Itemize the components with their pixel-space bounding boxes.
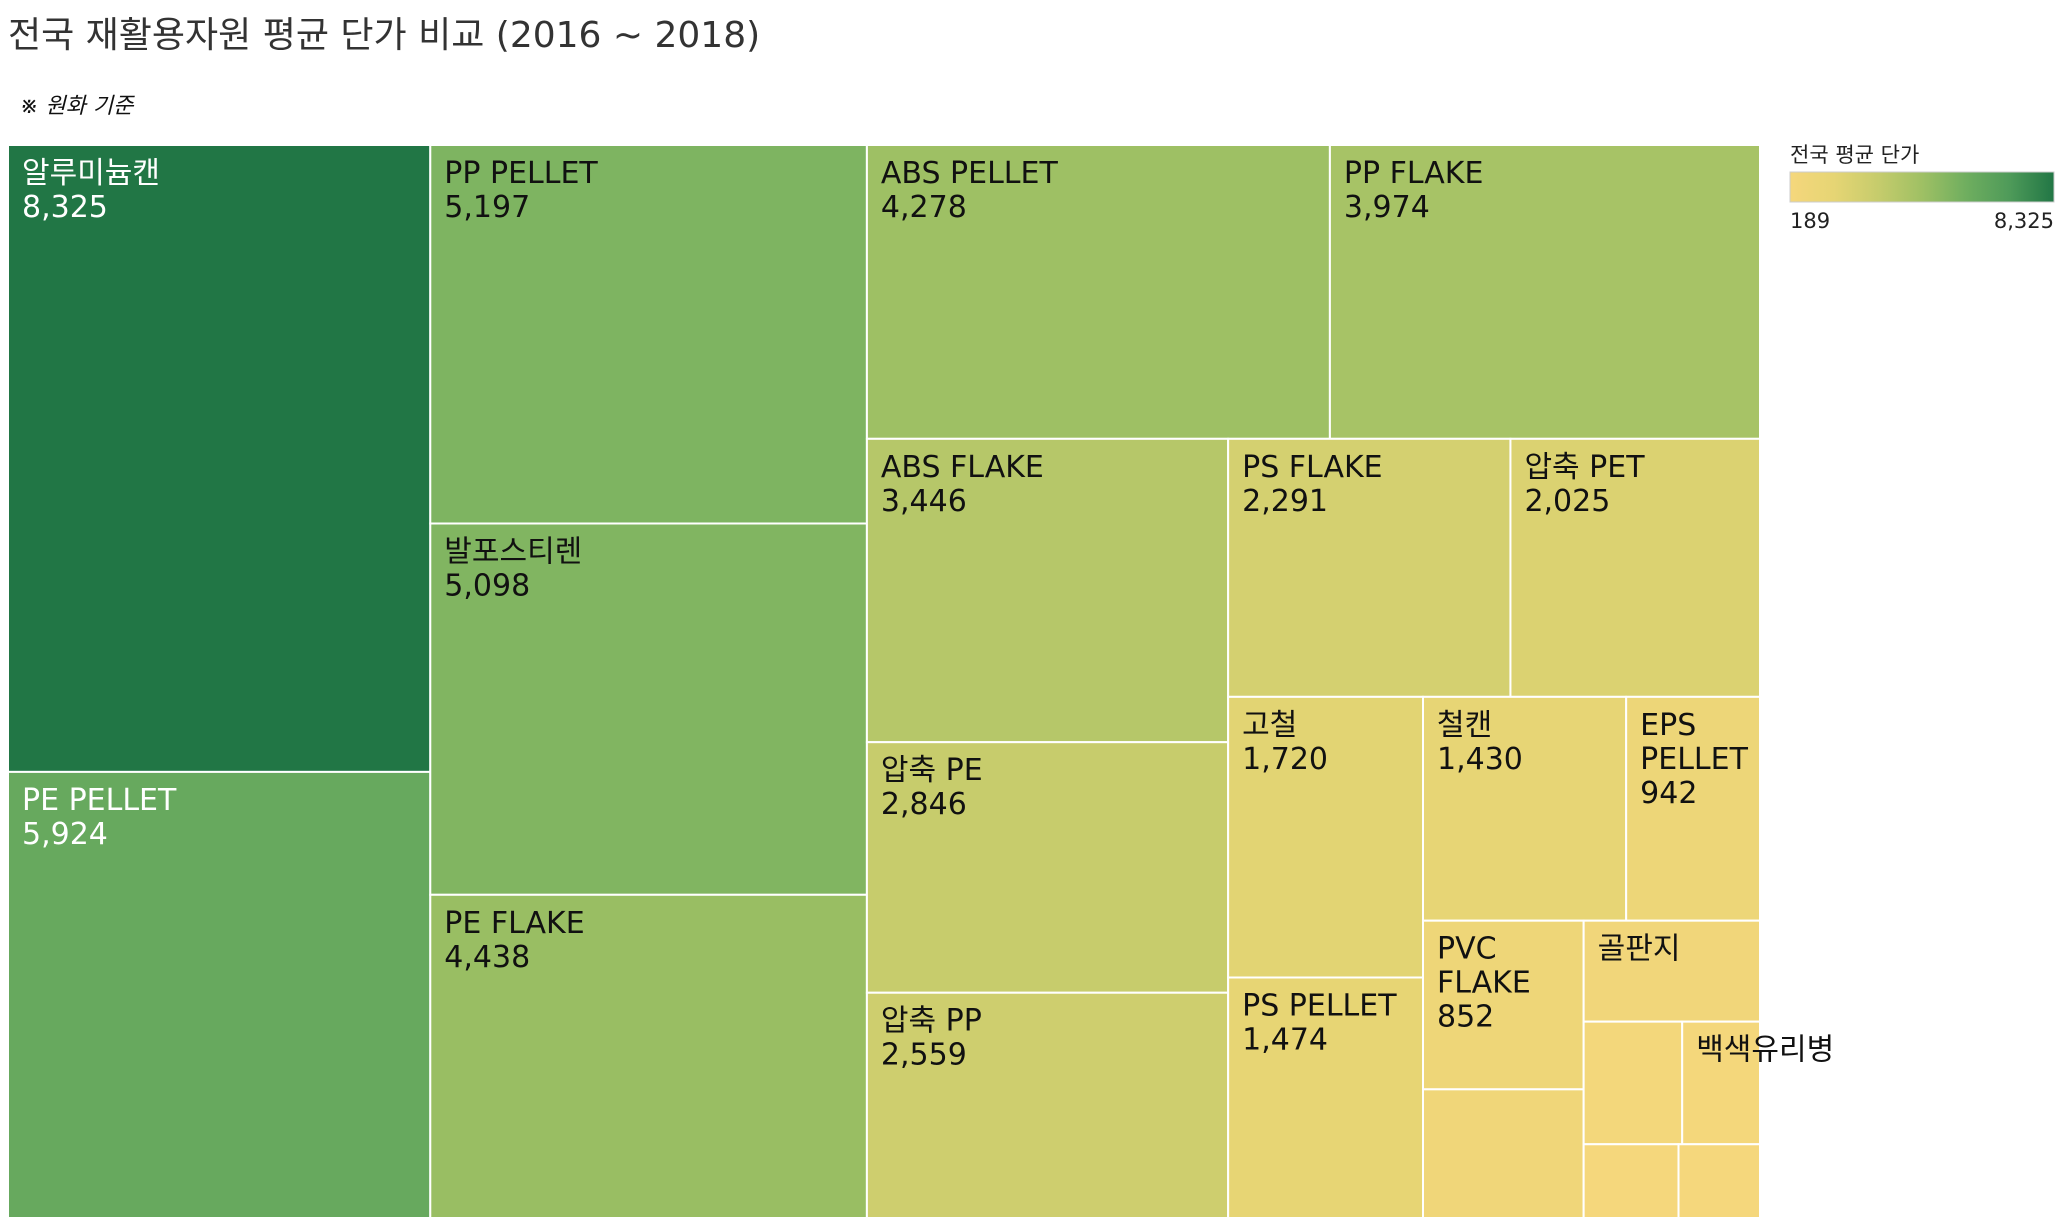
treemap-rect-cell-20	[1681, 1020, 1761, 1146]
treemap-rect-cell-17	[1422, 1088, 1585, 1219]
cell-name-label: PELLET	[1640, 742, 1748, 777]
cell-value-label: 4,438	[444, 940, 530, 975]
treemap-rect-cell-22	[1677, 1143, 1762, 1219]
cell-name-label: PVC	[1437, 932, 1497, 967]
cell-name-label: PE FLAKE	[444, 906, 584, 941]
treemap-cell	[1422, 1088, 1585, 1219]
cell-value-label: 4,278	[881, 190, 967, 225]
cell-name-label: 백색유리병	[1696, 1033, 1834, 1068]
treemap-rect-cell-4	[429, 893, 868, 1220]
treemap-rect-cell-8	[865, 741, 1230, 994]
cell-name-label: PS PELLET	[1242, 988, 1397, 1023]
cell-value-label: 5,924	[22, 817, 108, 852]
legend-min-label: 189	[1790, 209, 1830, 233]
treemap-rect-cell-11	[1509, 437, 1761, 698]
treemap-cell	[1677, 1143, 1762, 1219]
treemap-rect-cell-15	[1625, 695, 1761, 922]
treemap-rect-cell-5	[865, 144, 1331, 440]
treemap-rect-cell-3	[429, 522, 868, 896]
treemap-cell: 압축 PE2,846	[865, 741, 1230, 994]
cell-name-label: FLAKE	[1437, 966, 1531, 1001]
cell-value-label: 3,974	[1344, 190, 1430, 225]
cell-name-label: 압축 PET	[1524, 450, 1645, 485]
cell-name-label: PE PELLET	[22, 783, 177, 818]
legend-gradient-bar	[1789, 171, 2055, 203]
cell-name-label: ABS FLAKE	[881, 450, 1044, 485]
cell-name-label: 압축 PP	[881, 1004, 982, 1039]
treemap-rect-cell-9	[865, 991, 1230, 1219]
treemap-cell: 압축 PP2,559	[865, 991, 1230, 1219]
cell-name-label: 골판지	[1598, 932, 1681, 967]
cell-name-label: 철캔	[1437, 708, 1492, 743]
treemap-cell: 철캔1,430	[1422, 695, 1628, 922]
cell-value-label: 8,325	[22, 190, 108, 225]
cell-value-label: 1,474	[1242, 1022, 1328, 1057]
cell-name-label: EPS	[1640, 708, 1696, 743]
cell-name-label: 고철	[1242, 708, 1297, 743]
cell-name-label: 압축 PE	[881, 753, 983, 788]
cell-name-label: PP FLAKE	[1344, 156, 1484, 191]
cell-value-label: 2,846	[881, 787, 967, 822]
treemap-cell	[1582, 1143, 1680, 1219]
cell-value-label: 942	[1640, 776, 1697, 811]
treemap-rect-cell-14	[1422, 695, 1628, 922]
cell-value-label: 2,559	[881, 1038, 967, 1073]
cell-value-label: 1,430	[1437, 742, 1523, 777]
cell-value-label: 3,446	[881, 484, 967, 519]
treemap-rect-cell-7	[865, 437, 1230, 744]
cell-value-label: 5,098	[444, 568, 530, 603]
cell-value-label: 1,720	[1242, 742, 1328, 777]
cell-name-label: 알루미늄캔	[22, 156, 160, 191]
cell-value-label: 852	[1437, 1000, 1494, 1035]
cell-name-label: PS FLAKE	[1242, 450, 1382, 485]
treemap-rect-cell-0	[7, 144, 432, 773]
treemap-rect-cell-10	[1227, 437, 1512, 698]
color-legend: 전국 평균 단가 189 8,325	[1789, 143, 2055, 233]
legend-title: 전국 평균 단가	[1790, 143, 1919, 167]
cell-value-label: 2,291	[1242, 484, 1328, 519]
cell-name-label: PP PELLET	[444, 156, 598, 191]
cell-value-label: 5,197	[444, 190, 530, 225]
cell-value-label: 2,025	[1524, 484, 1610, 519]
treemap-rect-cell-1	[7, 770, 432, 1220]
treemap-cell: 골판지	[1582, 919, 1761, 1023]
treemap-rect-cell-19	[1582, 1020, 1684, 1146]
chart-title: 전국 재활용자원 평균 단가 비교 (2016 ~ 2018)	[8, 15, 761, 56]
treemap-rect-cell-18	[1582, 919, 1761, 1023]
legend-max-label: 8,325	[1994, 209, 2054, 233]
treemap-rect-cell-13	[1227, 976, 1425, 1220]
treemap-cell	[1582, 1020, 1684, 1146]
treemap-rect-cell-21	[1582, 1143, 1680, 1219]
cell-name-label: 발포스티렌	[444, 534, 582, 569]
treemap-rect-cell-12	[1227, 695, 1425, 979]
chart-subtitle: ※ 원화 기준	[20, 94, 134, 119]
treemap-cell: 백색유리병	[1681, 1020, 1834, 1146]
cell-name-label: ABS PELLET	[881, 156, 1059, 191]
treemap-rect-cell-6	[1328, 144, 1761, 440]
treemap-cell: 고철1,720	[1227, 695, 1425, 979]
